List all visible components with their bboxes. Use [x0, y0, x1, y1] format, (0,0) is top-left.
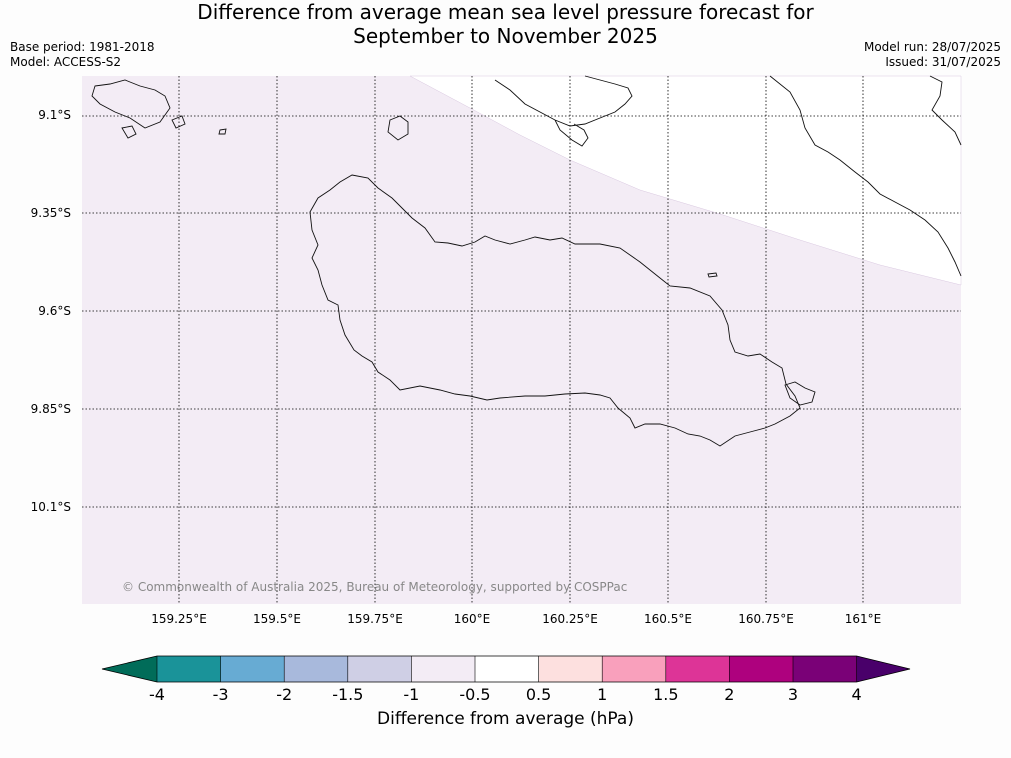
- lon-label: 160.25°E: [542, 612, 598, 626]
- lat-label: 9.35°S: [30, 206, 71, 220]
- lon-label: 160°E: [453, 612, 491, 626]
- title-line-2: September to November 2025: [353, 24, 658, 48]
- florida-islands: [494, 75, 633, 147]
- meta-left: Base period: 1981-2018 Model: ACCESS-S2: [10, 40, 155, 70]
- graticule: [82, 76, 961, 604]
- colorbar-tick-label: 3: [787, 685, 799, 704]
- small-island-west-2: [171, 115, 186, 129]
- colorbar-title: Difference from average (hPa): [377, 709, 634, 729]
- colorbar-tick-label: -2: [276, 685, 293, 704]
- colorbar-swatch: [411, 656, 476, 682]
- colorbar-tick-label: 2: [724, 685, 735, 704]
- colorbar-tick-label: 0.5: [525, 685, 552, 704]
- colorbar-swatch: [538, 656, 603, 682]
- lon-label: 159.25°E: [151, 612, 207, 626]
- marau-islets: [784, 381, 816, 406]
- colorbar-swatch: [793, 656, 858, 682]
- lon-label: 160.5°E: [644, 612, 692, 626]
- ne-neutral-region: [409, 75, 962, 286]
- colorbar-tick-label: 1: [597, 685, 608, 704]
- colorbar-swatch: [729, 656, 794, 682]
- colorbar-swatch: [284, 656, 349, 682]
- lon-label: 159.75°E: [347, 612, 403, 626]
- colorbar-low-extend: [102, 656, 157, 682]
- colorbar-swatch: [665, 656, 730, 682]
- lon-label: 159.5°E: [253, 612, 301, 626]
- colorbar-tick-label: 4: [851, 685, 862, 704]
- colorbar-swatch: [157, 656, 222, 682]
- meta-right: Model run: 28/07/2025 Issued: 31/07/2025: [864, 40, 1001, 70]
- coastlines: [91, 75, 962, 447]
- map-title: Difference from average mean sea level p…: [0, 0, 1011, 48]
- colorbar-tick-label: -0.5: [459, 685, 491, 704]
- malaita-coast: [769, 75, 962, 277]
- lat-label: 9.6°S: [38, 304, 71, 318]
- colorbar-tick-label: -3: [212, 685, 229, 704]
- islet-east: [707, 272, 718, 278]
- colorbar: [101, 655, 911, 683]
- colorbar-tick-label: 1.5: [653, 685, 679, 704]
- guadalcanal-coast: [309, 174, 801, 447]
- colorbar-tick-label: -1: [403, 685, 420, 704]
- colorbar-swatch: [347, 656, 412, 682]
- title-line-1: Difference from average mean sea level p…: [197, 0, 814, 24]
- issued-date: Issued: 31/07/2025: [885, 55, 1001, 69]
- model-run: Model run: 28/07/2025: [863, 40, 1001, 54]
- copyright-notice: © Commonwealth of Australia 2025, Bureau…: [122, 580, 628, 594]
- colorbar-swatch: [220, 656, 285, 682]
- base-period: Base period: 1981-2018: [10, 40, 155, 54]
- lat-label: 9.85°S: [30, 402, 71, 416]
- russell-islands: [91, 79, 171, 129]
- colorbar-high-extend: [856, 656, 910, 682]
- colorbar-swatch: [602, 656, 667, 682]
- colorbar-tick-label: -4: [149, 685, 165, 704]
- lat-label: 10.1°S: [30, 500, 71, 514]
- model-name: Model: ACCESS-S2: [10, 55, 122, 69]
- small-island-west: [121, 125, 137, 139]
- colorbar-swatch: [475, 656, 540, 682]
- lon-label: 160.75°E: [738, 612, 794, 626]
- colorbar-tick-label: -1.5: [332, 685, 364, 704]
- lon-label: 161°E: [844, 612, 882, 626]
- small-island-west-3: [218, 128, 227, 135]
- lat-label: 9.1°S: [38, 108, 71, 122]
- islet-north: [387, 115, 409, 141]
